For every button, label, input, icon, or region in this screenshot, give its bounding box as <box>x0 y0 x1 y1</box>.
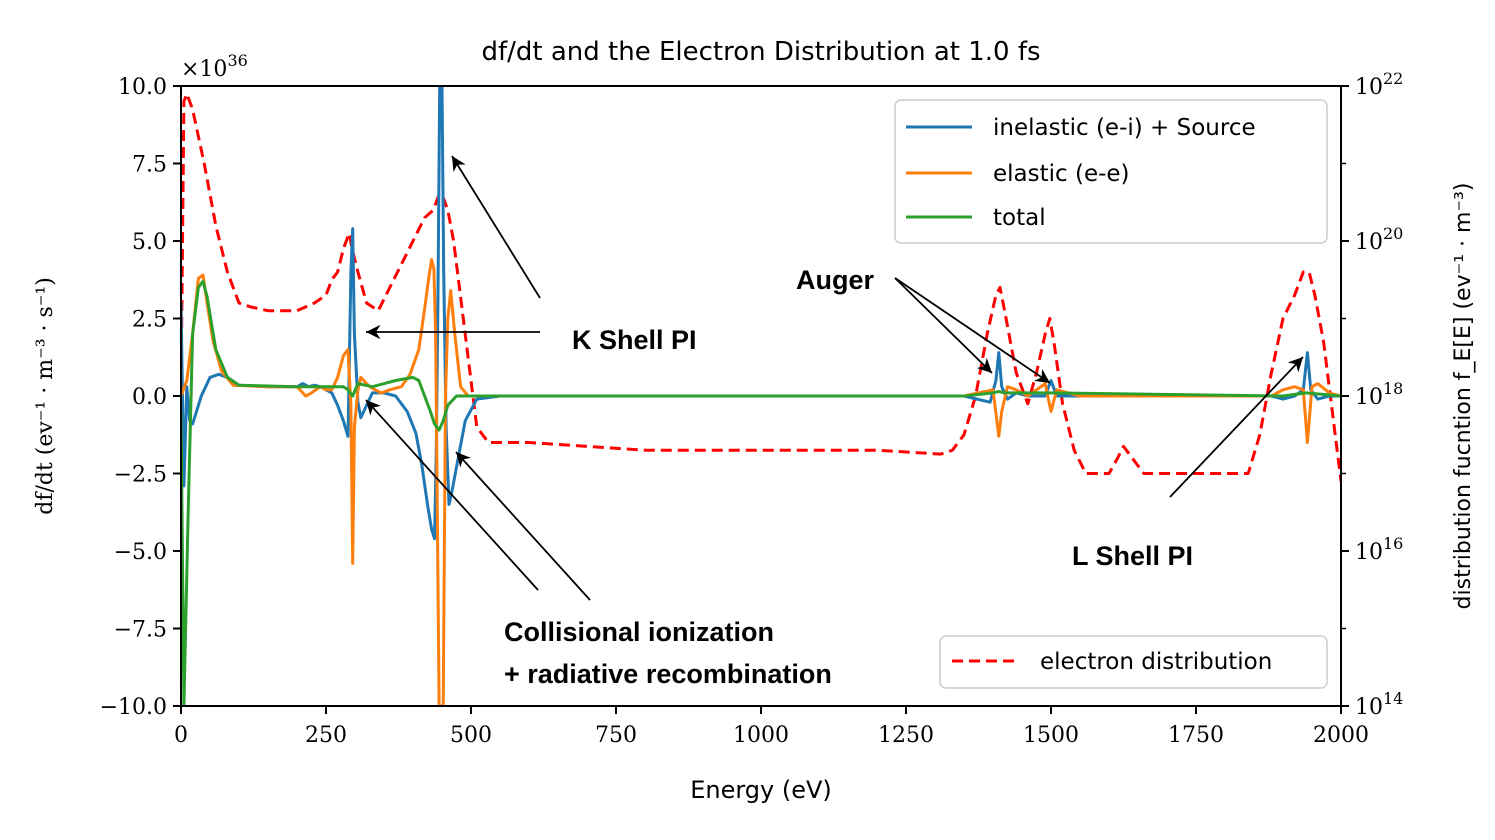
series-group <box>181 86 1341 706</box>
y-left-tick-label: −7.5 <box>114 618 167 643</box>
x-tick-label: 0 <box>174 723 188 748</box>
x-axis-label: Energy (eV) <box>690 776 832 804</box>
y-left-axis-ticks: 10.0 7.5 5.0 2.5 0.0 −2.5 −5.0 −7.5 −10.0 <box>100 75 181 720</box>
annotation-lshell: L Shell PI <box>1072 541 1193 571</box>
x-tick-label: 1750 <box>1168 723 1224 748</box>
y-left-tick-label: 7.5 <box>132 153 167 178</box>
arrow-kshell-1 <box>451 155 541 299</box>
y-left-tick-label: 10.0 <box>118 75 167 100</box>
arrow-lshell <box>1169 356 1304 498</box>
x-tick-label: 250 <box>305 723 347 748</box>
x-tick-label: 1000 <box>733 723 789 748</box>
legend-label-total: total <box>993 205 1046 231</box>
y-left-tick-label: 2.5 <box>132 308 167 333</box>
legend-label-inelastic: inelastic (e-i) + Source <box>993 115 1256 141</box>
x-tick-label: 1500 <box>1023 723 1079 748</box>
y-left-axis-label: df/dt (ev⁻¹ · m⁻³ · s⁻¹) <box>33 277 58 515</box>
legend-label-distribution: electron distribution <box>1040 649 1272 675</box>
svg-text:df/dt (ev⁻¹ · m⁻³ · s⁻¹): df/dt (ev⁻¹ · m⁻³ · s⁻¹) <box>33 277 58 515</box>
annotation-auger: Auger <box>796 265 875 295</box>
y-right-axis-label: distribution fucntion f_E[E] (ev⁻¹ · m⁻³… <box>1451 183 1476 610</box>
svg-text:distribution fucntion f_E[E] (: distribution fucntion f_E[E] (ev⁻¹ · m⁻³… <box>1451 183 1476 610</box>
annotation-collisional-1: Collisional ionization <box>504 617 774 647</box>
arrow-auger-1 <box>894 277 993 374</box>
y-right-tick-label: 1020 <box>1355 224 1403 255</box>
left-axis-multiplier: ×1036 <box>181 51 248 82</box>
y-left-tick-label: −2.5 <box>114 463 167 488</box>
series-line-electron-distribution <box>181 92 1341 482</box>
arrow-collisional-1 <box>365 399 539 591</box>
chart-title: df/dt and the Electron Distribution at 1… <box>481 37 1040 67</box>
legend-upper: inelastic (e-i) + Source elastic (e-e) t… <box>894 99 1328 244</box>
x-tick-label: 500 <box>450 723 492 748</box>
y-right-tick-label: 1014 <box>1355 689 1403 720</box>
y-left-tick-label: 5.0 <box>132 230 167 255</box>
x-tick-label: 750 <box>595 723 637 748</box>
y-right-tick-label: 1016 <box>1355 534 1403 565</box>
x-axis-ticks: 0 250 500 750 1000 1250 1500 1750 2000 <box>174 706 1369 748</box>
x-tick-label: 1250 <box>878 723 934 748</box>
y-right-tick-label: 1022 <box>1355 69 1403 100</box>
annotation-collisional-2: + radiative recombination <box>504 659 832 689</box>
y-right-axis-ticks: 1022 1020 1018 1016 1014 <box>1341 69 1403 720</box>
arrow-collisional-2 <box>455 451 591 601</box>
annotation-kshell: K Shell PI <box>572 325 697 355</box>
y-left-tick-label: 0.0 <box>132 385 167 410</box>
y-right-tick-label: 1018 <box>1355 379 1403 410</box>
y-left-tick-label: −10.0 <box>100 695 167 720</box>
x-tick-label: 2000 <box>1313 723 1369 748</box>
legend-lower: electron distribution <box>939 635 1328 689</box>
annotation-arrows <box>365 155 1304 601</box>
arrow-auger-2 <box>894 277 1051 384</box>
series-line-elastic-e-e- <box>181 258 1341 706</box>
y-left-tick-label: −5.0 <box>114 540 167 565</box>
legend-label-elastic: elastic (e-e) <box>993 161 1130 187</box>
series-line-total <box>181 279 1341 706</box>
